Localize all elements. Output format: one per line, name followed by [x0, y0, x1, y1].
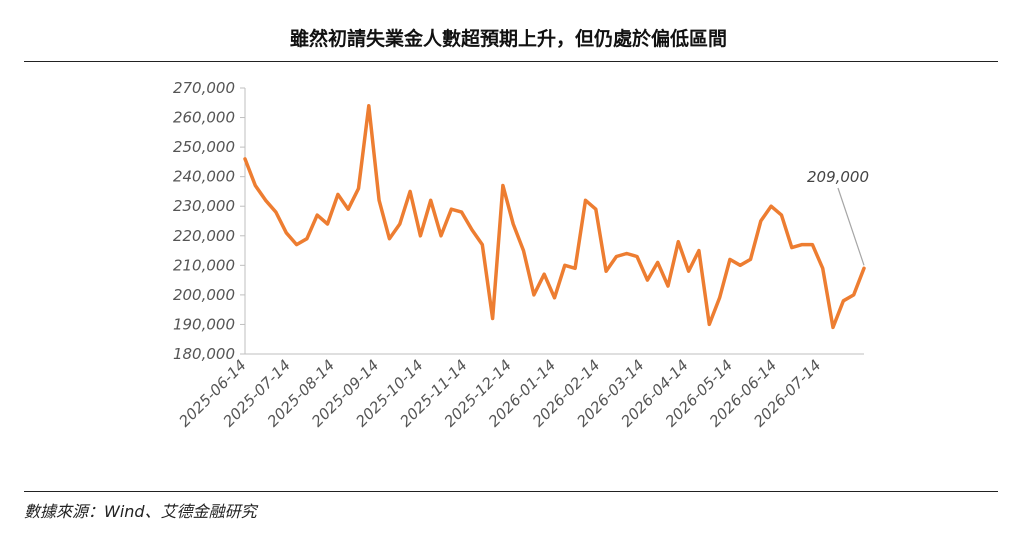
y-tick-label: 180,000 [173, 345, 235, 363]
annotation-group: 209,000 [807, 168, 869, 266]
y-tick-label: 200,000 [173, 286, 235, 304]
top-divider [24, 61, 998, 62]
y-axis: 180,000 190,000 200,000 210,000 220,000 230,0… [173, 79, 246, 363]
y-tick-label: 250,000 [173, 138, 235, 156]
series-line [243, 103, 866, 330]
source-note: 數據來源：Wind、艾德金融研究 [24, 502, 257, 521]
annotation-label: 209,000 [807, 168, 869, 186]
y-tick-label: 210,000 [173, 256, 235, 274]
x-axis: 2025-06-142025-07-142025-08-142025-09-14… [175, 353, 864, 430]
y-tick-label: 190,000 [173, 315, 235, 333]
y-tick-label: 270,000 [173, 79, 235, 97]
bottom-divider [24, 491, 998, 492]
series-group [243, 103, 866, 330]
y-tick-label: 240,000 [173, 168, 235, 186]
y-tick-label: 230,000 [173, 197, 235, 215]
y-tick-label: 220,000 [173, 227, 235, 245]
chart-title: 雖然初請失業金人數超預期上升，但仍處於偏低區間 [289, 28, 727, 50]
y-tick-label: 260,000 [173, 109, 235, 127]
annotation-leader-line [837, 187, 865, 266]
